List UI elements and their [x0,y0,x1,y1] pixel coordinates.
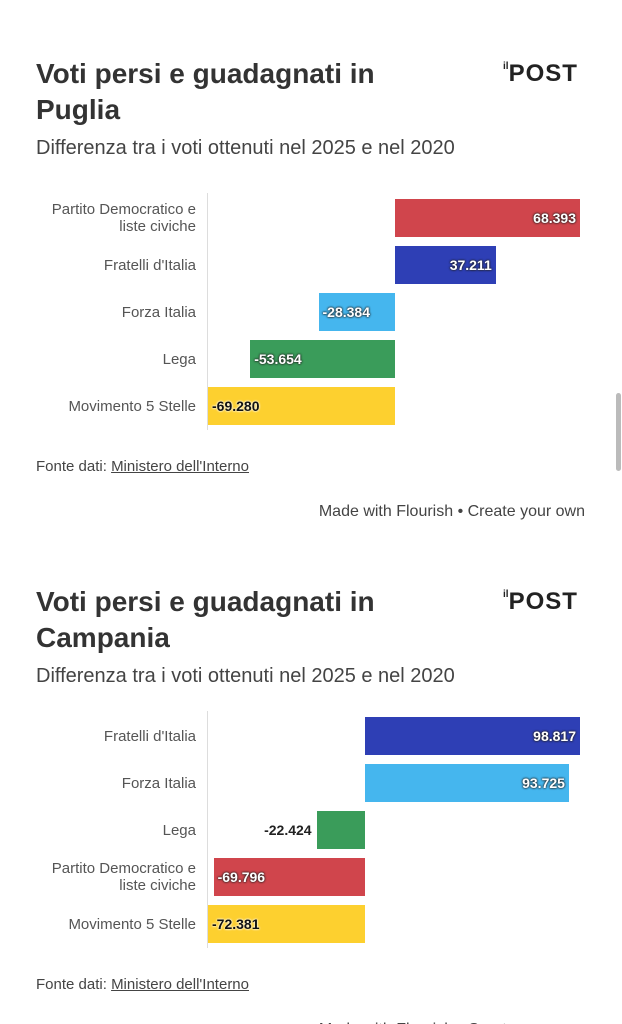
bar [316,811,366,849]
category-label: Lega [26,340,196,378]
category-label: Forza Italia [26,293,196,331]
value-label: -72.381 [212,916,260,932]
credit[interactable]: Made with Flourish • Create your own [318,503,585,520]
bar [208,387,396,425]
credit[interactable]: Made with Flourish • Create your own [319,1021,585,1024]
category-label: Forza Italia [26,764,196,802]
logo-prefix: il [503,589,509,600]
category-text: Partito Democratico e liste civiche [51,860,196,894]
category-label: Fratelli d'Italia [26,246,196,284]
value-label: 98.817 [533,728,576,744]
axis-line [207,193,208,430]
scrollbar [616,393,621,471]
value-label: -28.384 [322,304,370,320]
category-label: Partito Democratico e liste civiche [26,199,196,237]
bar [395,246,496,284]
category-text: Movimento 5 Stelle [68,915,196,933]
chart-subtitle: Differenza tra i voti ottenuti nel 2025 … [36,665,455,687]
logo-name: POST [508,588,578,615]
value-label: 37.211 [449,257,492,273]
bar [318,293,396,331]
chart-subtitle: Differenza tra i voti ottenuti nel 2025 … [36,137,455,159]
category-text: Fratelli d'Italia [103,727,196,745]
logo: ilPOST [503,588,578,616]
category-label: Lega [26,811,196,849]
value-label: 93.725 [522,775,565,791]
value-label: -69.280 [212,398,260,414]
source: Fonte dati: Ministero dell'Interno [36,976,249,993]
category-text: Forza Italia [121,774,196,792]
category-text: Lega [162,821,196,839]
bar [250,340,396,378]
category-label: Partito Democratico e liste civiche [26,858,196,896]
source-label: Fonte dati: [36,458,107,475]
source-link[interactable]: Ministero dell'Interno [111,976,249,993]
category-text: Forza Italia [121,303,196,321]
chart-title: Voti persi e guadagnati in Puglia [36,58,375,125]
category-text: Partito Democratico e liste civiche [51,201,196,235]
axis-line [207,711,208,948]
category-text: Lega [162,350,196,368]
category-text: Fratelli d'Italia [103,256,196,274]
bar [365,717,580,755]
source: Fonte dati: Ministero dell'Interno [36,458,249,475]
source-label: Fonte dati: [36,976,107,993]
category-label: Movimento 5 Stelle [26,905,196,943]
chart-title: Voti persi e guadagnati in Campania [36,586,375,653]
value-label: -22.424 [264,822,312,838]
source-link[interactable]: Ministero dell'Interno [111,458,249,475]
bar [213,858,366,896]
logo-name: POST [508,60,578,87]
logo-prefix: il [503,61,509,72]
category-text: Movimento 5 Stelle [68,397,196,415]
logo: ilPOST [503,60,578,88]
value-label: 68.393 [533,210,576,226]
bar [395,199,580,237]
value-label: -53.654 [254,351,302,367]
category-label: Movimento 5 Stelle [26,387,196,425]
bar [208,905,366,943]
value-label: -69.796 [217,869,266,885]
category-label: Fratelli d'Italia [26,717,196,755]
bar [365,764,569,802]
